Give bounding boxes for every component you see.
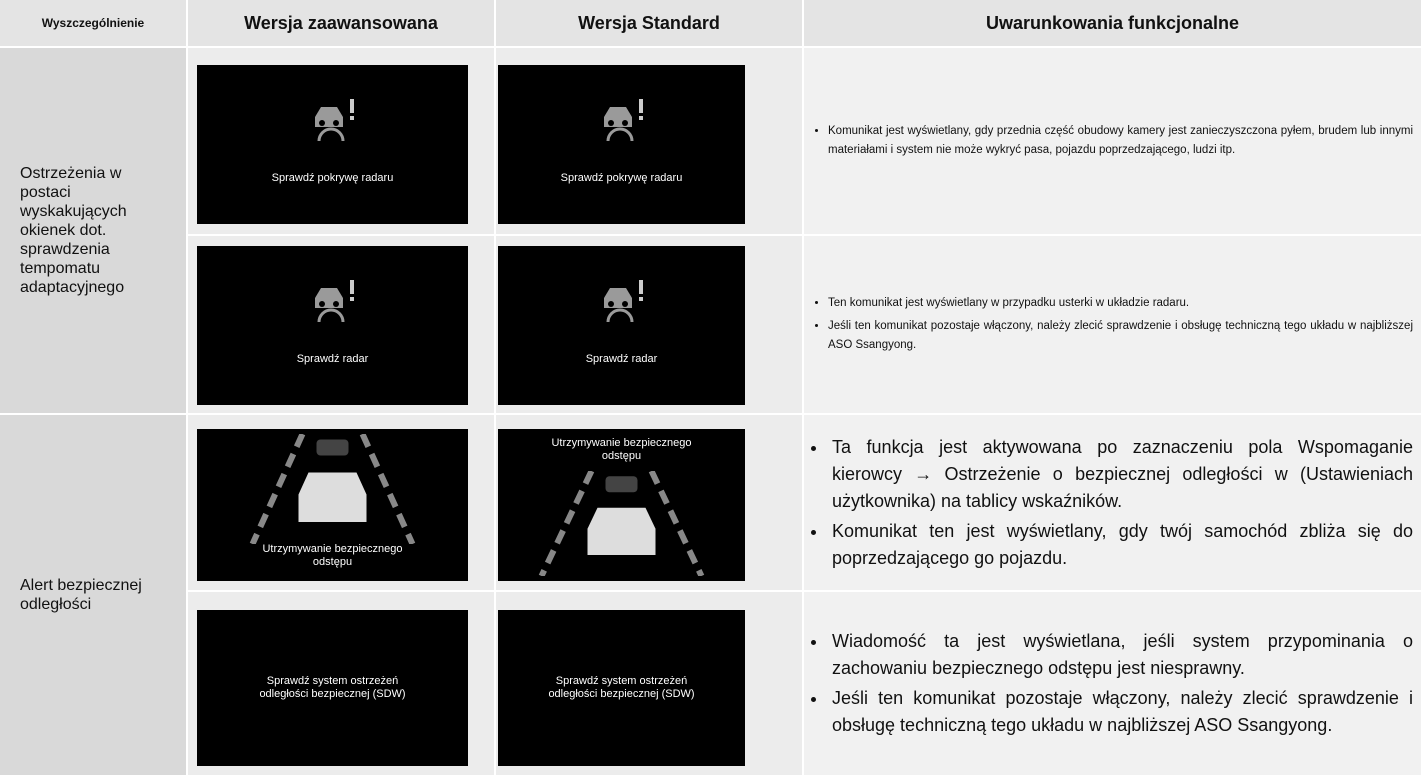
- group-label-cell: Alert bezpiecznej odległości: [0, 415, 186, 775]
- notes-list: Ta funkcja jest aktywowana po zaznaczeni…: [818, 431, 1413, 575]
- screen-message: Utrzymywanie bezpiecznego odstępu: [262, 543, 403, 568]
- screen-message: Sprawdź radar: [585, 353, 658, 365]
- display-screen: Utrzymywanie bezpiecznego odstępu: [197, 429, 468, 581]
- note: Ta funkcja jest aktywowana po zaznaczeni…: [828, 434, 1413, 515]
- display-screen: Sprawdź system ostrzeżeń odległości bezp…: [197, 610, 468, 766]
- screen-message: Sprawdź pokrywę radaru: [560, 172, 683, 184]
- group-label-cell: Ostrzeżenia w postaci wyskakujących okie…: [0, 48, 186, 413]
- note: Jeśli ten komunikat pozostaje włączony, …: [828, 317, 1413, 355]
- group-label: Alert bezpiecznej odległości: [20, 577, 142, 613]
- warning-icon: [314, 280, 354, 323]
- display-screen: Sprawdź radar: [197, 246, 468, 405]
- group-label: Ostrzeżenia w postaci wyskakujących okie…: [20, 165, 127, 296]
- note: Ten komunikat jest wyświetlany w przypad…: [828, 294, 1413, 313]
- warning-icon: [314, 99, 354, 142]
- screen-message: Sprawdź radar: [296, 353, 369, 365]
- screen-message: Sprawdź pokrywę radaru: [271, 172, 394, 184]
- notes-cell: Ten komunikat jest wyświetlany w przypad…: [804, 236, 1421, 413]
- display-screen: Sprawdź pokrywę radaru: [498, 65, 745, 224]
- lane-graphic: [538, 471, 705, 576]
- notes-cell: Wiadomość ta jest wyświetlana, jeśli sys…: [804, 592, 1421, 775]
- notes-cell: Ta funkcja jest aktywowana po zaznaczeni…: [804, 415, 1421, 590]
- note: Jeśli ten komunikat pozostaje włączony, …: [828, 685, 1413, 739]
- note: Komunikat ten jest wyświetlany, gdy twój…: [828, 518, 1413, 572]
- display-screen: Sprawdź system ostrzeżeń odległości bezp…: [498, 610, 745, 766]
- lane-graphic: [249, 434, 416, 544]
- screen-message: Utrzymywanie bezpiecznego odstępu: [551, 437, 692, 462]
- display-screen: Sprawdź pokrywę radaru: [197, 65, 468, 224]
- warning-icon: [603, 99, 643, 142]
- display-screen: Sprawdź radar: [498, 246, 745, 405]
- notes-list: Wiadomość ta jest wyświetlana, jeśli sys…: [818, 625, 1413, 742]
- notes-list: Komunikat jest wyświetlany, gdy przednia…: [818, 118, 1413, 164]
- display-screen: Utrzymywanie bezpiecznego odstępu: [498, 429, 745, 581]
- notes-list: Ten komunikat jest wyświetlany w przypad…: [818, 290, 1413, 359]
- warning-icon: [603, 280, 643, 323]
- header-cell: Wersja Standard: [496, 0, 802, 46]
- note: Wiadomość ta jest wyświetlana, jeśli sys…: [828, 628, 1413, 682]
- header-cell: Wyszczególnienie: [0, 0, 186, 46]
- note: Komunikat jest wyświetlany, gdy przednia…: [828, 122, 1413, 160]
- screen-message: Sprawdź system ostrzeżeń odległości bezp…: [259, 675, 406, 700]
- notes-cell: Komunikat jest wyświetlany, gdy przednia…: [804, 48, 1421, 234]
- header-cell: Uwarunkowania funkcjonalne: [804, 0, 1421, 46]
- header-cell: Wersja zaawansowana: [188, 0, 494, 46]
- screen-message: Sprawdź system ostrzeżeń odległości bezp…: [548, 675, 695, 700]
